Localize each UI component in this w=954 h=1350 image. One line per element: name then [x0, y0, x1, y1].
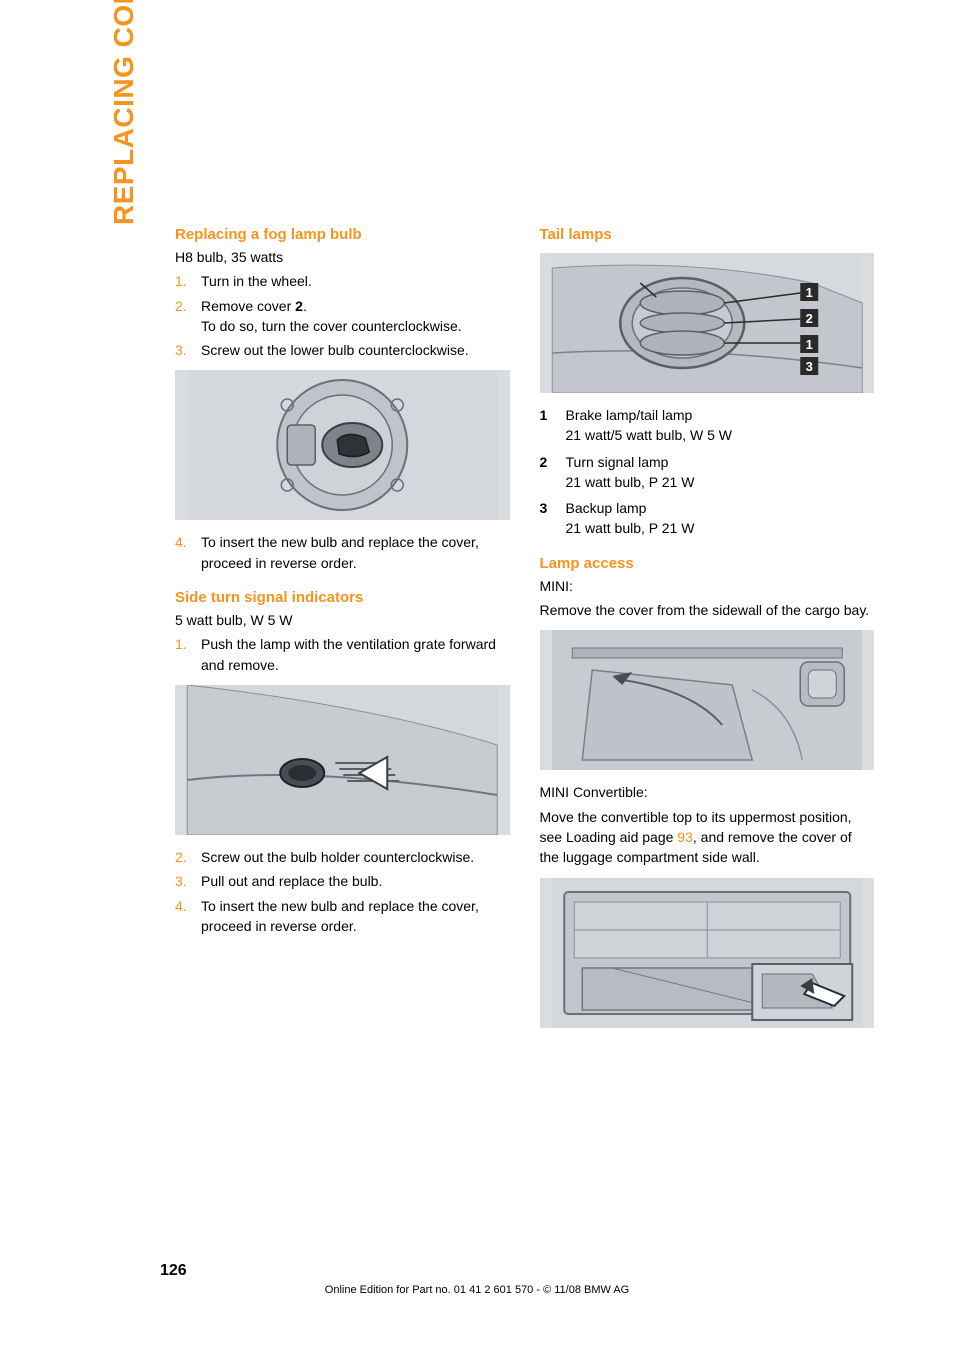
side-turn-step-4: To insert the new bulb and replace the c…: [175, 896, 510, 937]
side-turn-step1-list: Push the lamp with the ventilation grate…: [175, 634, 510, 675]
lamp-access-title: Lamp access: [540, 555, 875, 572]
fog-lamp-spec: H8 bulb, 35 watts: [175, 247, 510, 267]
convertible-text: Move the convertible top to its uppermos…: [540, 807, 875, 868]
fog-lamp-title: Replacing a fog lamp bulb: [175, 226, 510, 243]
fog-lamp-figure: [175, 370, 510, 520]
left-column: Replacing a fog lamp bulb H8 bulb, 35 wa…: [130, 220, 510, 1040]
side-turn-figure: [175, 685, 510, 835]
side-turn-step-1: Push the lamp with the ventilation grate…: [175, 634, 510, 675]
svg-text:1: 1: [805, 285, 812, 300]
fog-step-4: To insert the new bulb and replace the c…: [175, 532, 510, 573]
page-link-93[interactable]: 93: [677, 829, 693, 845]
tail-lamps-title: Tail lamps: [540, 226, 875, 243]
footer-text: Online Edition for Part no. 01 41 2 601 …: [0, 1284, 954, 1296]
tail-lamps-figure: 1 2 1 3: [540, 253, 875, 393]
fog-step-1: Turn in the wheel.: [175, 271, 510, 291]
side-turn-steps-rest: Screw out the bulb holder counterclockwi…: [175, 847, 510, 936]
fog-lamp-steps: Turn in the wheel. Remove cover 2.To do …: [175, 271, 510, 360]
fog-step-2: Remove cover 2.To do so, turn the cover …: [175, 296, 510, 337]
side-turn-step-3: Pull out and replace the bulb.: [175, 871, 510, 891]
svg-text:3: 3: [805, 359, 812, 374]
svg-text:1: 1: [805, 337, 812, 352]
fog-step-3: Screw out the lower bulb counterclockwis…: [175, 340, 510, 360]
tail-lamps-legend: 1 Brake lamp/tail lamp 21 watt/5 watt bu…: [540, 405, 875, 539]
svg-text:2: 2: [805, 311, 812, 326]
lamp-access-mini-figure: [540, 630, 875, 770]
mini-label: MINI:: [540, 576, 875, 596]
legend-item-2: 2 Turn signal lamp 21 watt bulb, P 21 W: [540, 452, 875, 493]
two-column-layout: Replacing a fog lamp bulb H8 bulb, 35 wa…: [130, 220, 874, 1040]
convertible-label: MINI Convertible:: [540, 782, 875, 802]
page-container: REPLACING COMPONENTS Replacing a fog lam…: [0, 0, 954, 1350]
legend-item-1: 1 Brake lamp/tail lamp 21 watt/5 watt bu…: [540, 405, 875, 446]
lamp-access-convertible-figure: [540, 878, 875, 1028]
side-tab-title: REPLACING COMPONENTS: [108, 0, 140, 225]
mini-text: Remove the cover from the sidewall of th…: [540, 600, 875, 620]
right-column: Tail lamps: [540, 220, 875, 1040]
side-turn-spec: 5 watt bulb, W 5 W: [175, 610, 510, 630]
fog-lamp-step4-list: To insert the new bulb and replace the c…: [175, 532, 510, 573]
legend-item-3: 3 Backup lamp 21 watt bulb, P 21 W: [540, 498, 875, 539]
page-number: 126: [160, 1262, 187, 1280]
side-turn-step-2: Screw out the bulb holder counterclockwi…: [175, 847, 510, 867]
side-turn-title: Side turn signal indicators: [175, 589, 510, 606]
